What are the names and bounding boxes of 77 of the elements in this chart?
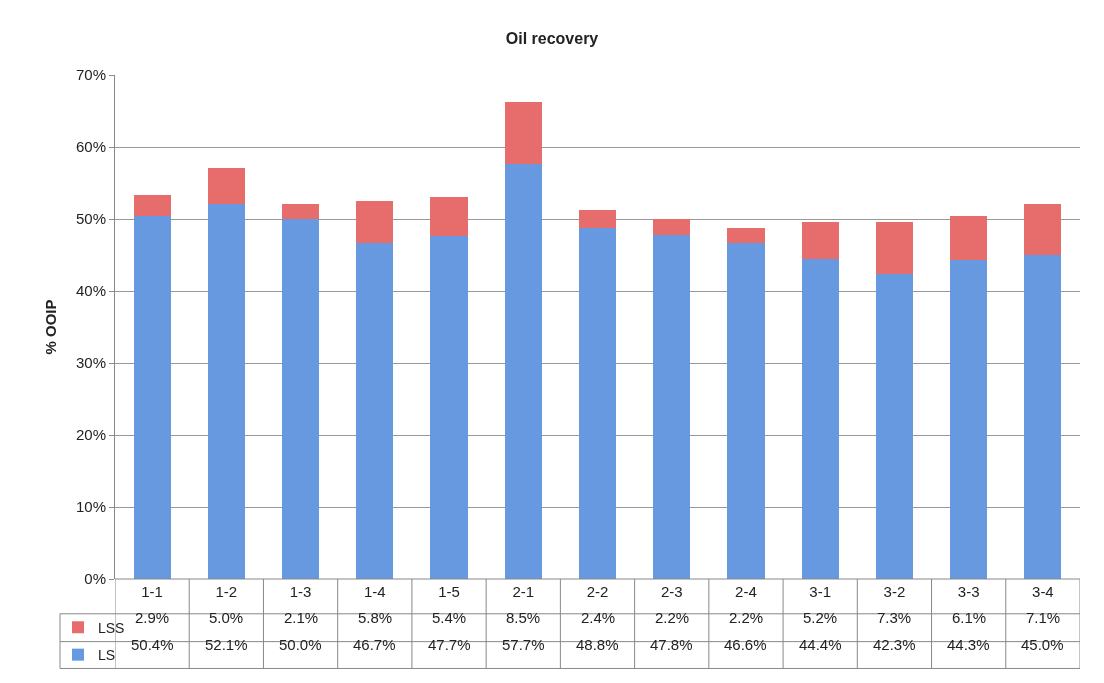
bar: [504, 102, 542, 164]
bar: [207, 203, 245, 579]
bar: [430, 235, 468, 579]
bar: [727, 243, 765, 579]
y-axis-title: % OOIP: [42, 299, 60, 355]
bar: [875, 221, 913, 275]
x-tick-label: 1-2: [215, 583, 238, 600]
bar: [356, 242, 394, 579]
bar: [282, 203, 320, 219]
bar: [727, 227, 765, 244]
data-label: 2.2%: [729, 609, 764, 626]
data-label: 2.9%: [135, 609, 170, 626]
bar: [1024, 203, 1062, 255]
x-tick-label: 3-4: [1032, 583, 1054, 600]
y-tick-label: 40%: [75, 282, 106, 300]
bar: [578, 227, 617, 579]
bar: [356, 201, 394, 243]
data-label: 46.6%: [724, 636, 767, 653]
x-tick-label: 1-4: [363, 583, 386, 600]
x-tick-label: 2-4: [735, 583, 757, 600]
data-label: 47.7%: [428, 636, 471, 653]
data-label: 8.5%: [506, 609, 541, 626]
data-label: 42.3%: [873, 636, 916, 653]
data-label: 5.8%: [358, 609, 393, 626]
data-label: 2.2%: [655, 609, 690, 626]
data-label: 50.0%: [279, 636, 322, 653]
x-tick-label: 3-1: [809, 583, 832, 600]
bar: [430, 196, 468, 236]
bar: [801, 221, 839, 260]
data-label: 6.1%: [952, 609, 987, 626]
y-tick-label: 70%: [75, 66, 106, 84]
bar: [950, 216, 988, 261]
bar: [282, 219, 320, 579]
bar: [133, 216, 171, 579]
data-label: 7.1%: [1026, 609, 1061, 626]
bar: [133, 195, 171, 217]
x-tick-label: 1-1: [141, 583, 163, 600]
data-label: 5.0%: [209, 609, 244, 626]
data-label: 50.4%: [131, 636, 174, 653]
legend-label: LS: [98, 647, 116, 664]
x-tick-label: 2-3: [660, 583, 683, 600]
x-tick-label: 1-5: [438, 583, 460, 600]
y-tick-label: 60%: [75, 138, 106, 156]
x-tick-label: 2-1: [512, 583, 535, 600]
bar: [801, 259, 839, 579]
data-label: 44.3%: [947, 636, 990, 653]
x-tick-label: 1-3: [289, 583, 312, 600]
x-tick-label: 3-3: [957, 583, 980, 600]
bar: [207, 167, 245, 204]
y-tick-label: 20%: [75, 426, 106, 444]
x-tick-label: 3-2: [883, 583, 906, 600]
legend-label: LSS: [98, 619, 125, 636]
data-label: 52.1%: [205, 636, 248, 653]
bar: [1024, 255, 1062, 579]
y-tick-label: 10%: [75, 498, 106, 516]
data-label: 2.1%: [284, 609, 319, 626]
bar: [875, 274, 913, 579]
data-label: 48.8%: [576, 636, 619, 653]
bar: [653, 219, 691, 235]
data-label: 5.4%: [432, 609, 467, 626]
data-label: 44.4%: [799, 636, 842, 653]
data-label: 7.3%: [877, 609, 912, 626]
data-label: 45.0%: [1021, 636, 1064, 653]
data-label: 2.4%: [581, 609, 616, 626]
chart-title: Oil recovery: [505, 29, 599, 47]
data-label: 5.2%: [803, 609, 838, 626]
bar: [504, 163, 542, 579]
y-tick-label: 30%: [75, 354, 106, 372]
bar: [950, 260, 988, 579]
data-label: 47.8%: [650, 636, 693, 653]
x-tick-label: 2-2: [586, 583, 609, 600]
data-label: 57.7%: [502, 636, 545, 653]
y-tick-label: 50%: [75, 210, 106, 228]
y-tick-label: 0%: [84, 570, 106, 588]
data-label: 46.7%: [353, 636, 396, 653]
bar: [653, 234, 691, 579]
bar: [578, 210, 617, 228]
